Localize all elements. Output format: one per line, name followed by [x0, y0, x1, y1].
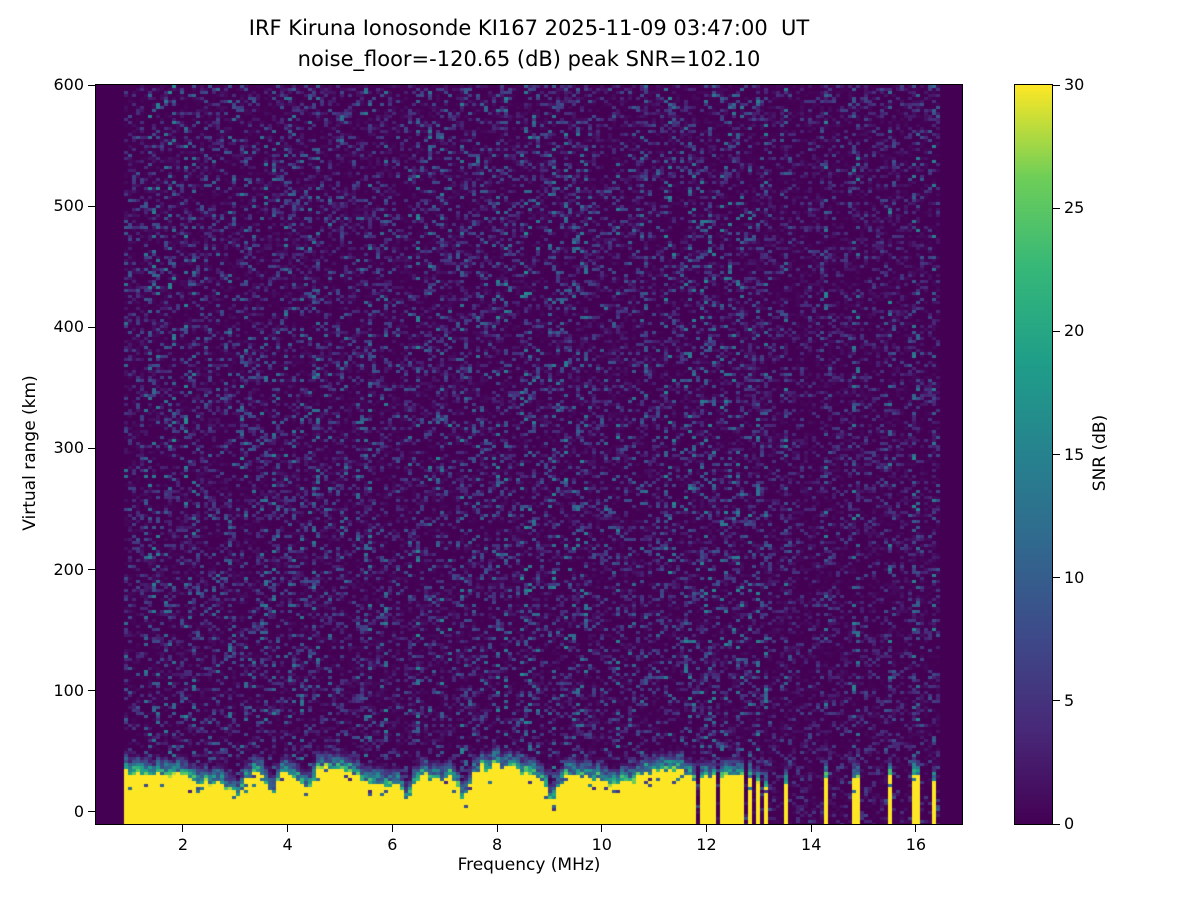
y-tick-mark — [88, 690, 95, 692]
colorbar-tick-mark — [1053, 823, 1060, 825]
x-tick-label: 8 — [491, 835, 503, 854]
colorbar-tick-mark — [1053, 454, 1060, 455]
x-tick-label: 16 — [905, 835, 927, 854]
y-tick-label: 600 — [53, 75, 84, 94]
x-tick-mark — [182, 825, 184, 832]
x-axis-label: Frequency (MHz) — [457, 855, 601, 875]
y-tick-label: 400 — [53, 317, 84, 337]
y-tick-mark — [88, 811, 95, 813]
colorbar-tick-mark — [1053, 330, 1060, 332]
x-tick-mark — [915, 825, 917, 832]
x-tick-mark — [496, 825, 498, 832]
y-tick-mark — [88, 84, 95, 86]
colorbar-tick-mark — [1053, 577, 1060, 579]
colorbar-tick-mark — [1053, 207, 1060, 209]
y-tick-mark — [88, 326, 95, 328]
y-tick-mark — [88, 205, 95, 207]
colorbar-canvas — [1015, 85, 1052, 824]
chart-title: IRF Kiruna Ionosonde KI167 2025-11-09 03… — [248, 16, 810, 40]
x-tick-mark — [287, 825, 289, 832]
colorbar-tick-label: 5 — [1064, 690, 1075, 710]
colorbar-tick-label: 0 — [1064, 814, 1075, 833]
x-tick-mark — [391, 825, 393, 832]
colorbar-tick-label: 15 — [1064, 444, 1085, 464]
colorbar — [1014, 84, 1053, 825]
x-tick-label: 12 — [696, 835, 717, 854]
x-tick-label: 4 — [282, 835, 293, 854]
y-tick-label: 300 — [53, 438, 84, 458]
y-tick-mark — [88, 569, 95, 571]
x-tick-mark — [705, 825, 707, 832]
chart-subtitle: noise_floor=-120.65 (dB) peak SNR=102.10 — [297, 47, 761, 71]
colorbar-tick-mark — [1053, 700, 1060, 702]
x-tick-mark — [810, 825, 812, 832]
y-tick-label: 500 — [53, 196, 84, 216]
heatmap-canvas — [96, 85, 962, 824]
colorbar-tick-label: 10 — [1064, 567, 1085, 587]
colorbar-tick-label: 20 — [1064, 321, 1085, 341]
colorbar-tick-mark — [1053, 84, 1060, 86]
y-tick-mark — [88, 447, 95, 449]
x-tick-label: 14 — [801, 835, 822, 854]
x-tick-label: 2 — [177, 835, 188, 854]
x-tick-mark — [601, 825, 603, 832]
colorbar-tick-label: 30 — [1064, 75, 1085, 94]
colorbar-tick-label: 25 — [1064, 198, 1085, 218]
x-tick-label: 10 — [591, 835, 612, 854]
plot-area — [95, 84, 963, 825]
y-tick-label: 0 — [73, 801, 84, 821]
x-tick-label: 6 — [387, 835, 398, 854]
y-tick-label: 200 — [53, 559, 84, 579]
y-tick-label: 100 — [53, 680, 84, 700]
